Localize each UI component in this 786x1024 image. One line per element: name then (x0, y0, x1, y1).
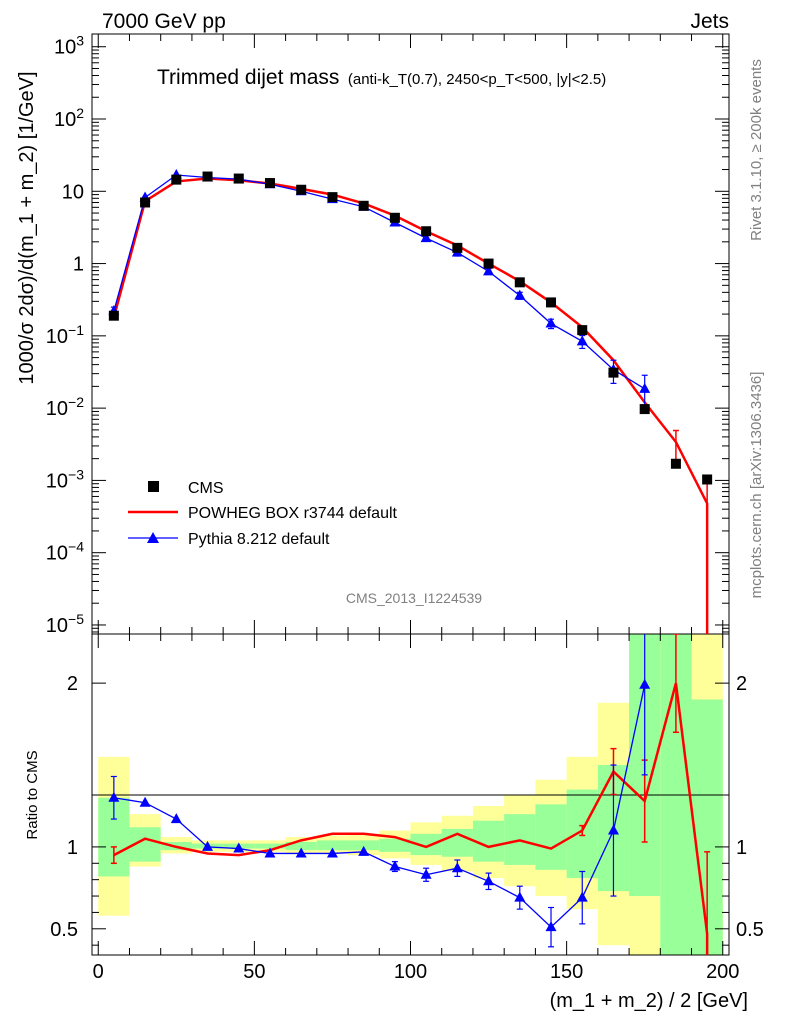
stat-uncertainty-band (254, 843, 286, 849)
pythia-ratio-line (113, 684, 646, 929)
ratio-y-tick-label-right: 2 (736, 673, 747, 695)
ratio-plot-data (108, 634, 711, 955)
ratio-y-tick-label-left: 1 (67, 837, 78, 859)
pythia-ratio-point (108, 791, 120, 802)
pythia-point (545, 317, 557, 328)
cms-point (577, 325, 588, 336)
pythia-point (576, 335, 588, 346)
ratio-x-tick-label: 150 (550, 961, 583, 983)
cms-point (421, 226, 432, 237)
main-y-tick-label: 10−3 (46, 466, 84, 492)
cms-point (327, 192, 338, 203)
cms-point (546, 297, 557, 308)
pythia-ratio-point (295, 847, 307, 858)
mcplots-label: mcplots.cern.ch [arXiv:1306.3436] (748, 372, 765, 599)
main-y-tick-label: 1 (73, 254, 84, 276)
pythia-ratio-point (202, 840, 214, 851)
pythia-point (420, 232, 432, 243)
pythia-ratio-point (170, 813, 182, 824)
ratio-x-tick-label: 200 (706, 961, 739, 983)
pythia-ratio-point (639, 678, 651, 689)
cms-point (140, 197, 151, 208)
cms-point (358, 200, 369, 211)
main-y-tick-label: 10 (62, 181, 84, 203)
ratio-y-axis-title: Ratio to CMS (24, 750, 41, 839)
stat-uncertainty-band (535, 804, 567, 870)
pythia-ratio-point (264, 847, 276, 858)
stat-uncertainty-band (410, 833, 442, 856)
cms-point (670, 458, 681, 469)
pythia-ratio-point (358, 845, 370, 856)
pythia-ratio-point (514, 891, 526, 902)
pythia-ratio-point (233, 842, 245, 853)
powheg-line (112, 177, 709, 634)
cms-point (233, 173, 244, 184)
stat-uncertainty-band (348, 840, 380, 851)
analysis-id-label: CMS_2013_I1224539 (346, 590, 482, 606)
cms-point (483, 258, 494, 269)
cms-point (171, 174, 182, 185)
pythia-ratio-point (389, 860, 401, 871)
x-axis-title: (m_1 + m_2) / 2 [GeV] (550, 990, 748, 1012)
legend-cms-label: CMS (188, 480, 224, 497)
pythia-ratio-point (576, 891, 588, 902)
legend-pythia-marker (147, 532, 159, 543)
legend-cms-marker (148, 481, 159, 492)
pythia-ratio-point (483, 875, 495, 886)
cms-point (264, 178, 275, 189)
pythia-ratio-point (451, 862, 463, 873)
cms-point (389, 212, 400, 223)
pythia-ratio-point (545, 921, 557, 932)
header-left-label: 7000 GeV pp (102, 10, 226, 33)
pythia-ratio-point (607, 824, 619, 835)
legend: CMS POWHEG BOX r3744 default Pythia 8.21… (128, 480, 398, 548)
cms-point (702, 474, 713, 485)
ratio-x-tick-label: 0 (93, 961, 104, 983)
ratio-y-tick-label-right: 1 (736, 837, 747, 859)
rivet-version-label: Rivet 3.1.10, ≥ 200k events (748, 59, 765, 241)
main-y-tick-label: 103 (54, 33, 84, 59)
main-y-tick-label: 10−2 (46, 394, 84, 420)
cms-point (514, 277, 525, 288)
stat-uncertainty-band (285, 841, 317, 851)
pythia-point (483, 265, 495, 276)
main-y-tick-label: 10−4 (46, 539, 84, 565)
ratio-axis-ticks: 0 50 100 150 200 0.5 0.5 1 1 2 2 (50, 634, 764, 983)
ratio-y-tick-label-right: 0.5 (736, 919, 764, 941)
powheg-ratio-line (113, 682, 709, 955)
legend-pythia-label: Pythia 8.212 default (188, 531, 330, 548)
pythia-ratio-point (326, 847, 338, 858)
ratio-y-tick-label-left: 0.5 (50, 919, 78, 941)
plot-title-detail: (anti-k_T(0.7), 2450<p_T<500, |y|<2.5) (348, 71, 606, 88)
stat-uncertainty-band (379, 838, 411, 852)
legend-powheg-label: POWHEG BOX r3744 default (188, 505, 398, 522)
pythia-ratio-point (420, 868, 432, 879)
ratio-x-tick-label: 100 (394, 961, 427, 983)
main-y-tick-label: 102 (54, 105, 84, 131)
cms-point (452, 242, 463, 253)
header-right-label: Jets (690, 10, 729, 33)
pythia-point (514, 289, 526, 300)
main-plot-data (108, 169, 713, 634)
ratio-x-tick-label: 50 (243, 961, 265, 983)
main-y-tick-label: 10−1 (46, 322, 84, 348)
cms-point (108, 310, 119, 321)
ratio-uncertainty-bands (98, 634, 723, 955)
cms-point (202, 171, 213, 182)
main-y-axis-title: 1000/σ 2dσ)/d(m_1 + m_2) [1/GeV] (16, 71, 38, 384)
plot-title: Trimmed dijet mass (anti-k_T(0.7), 2450<… (157, 66, 606, 89)
cms-point (639, 404, 650, 415)
ratio-y-tick-label-left: 2 (67, 673, 78, 695)
stat-uncertainty-band (472, 820, 505, 862)
main-y-tick-label: 10−5 (46, 611, 84, 637)
cms-point (296, 184, 307, 195)
pythia-line (113, 174, 646, 390)
pythia-point (639, 382, 651, 393)
plot-title-main: Trimmed dijet mass (157, 66, 339, 89)
pythia-ratio-point (139, 796, 151, 807)
cms-point (608, 367, 619, 378)
stat-uncertainty-band (316, 840, 349, 851)
